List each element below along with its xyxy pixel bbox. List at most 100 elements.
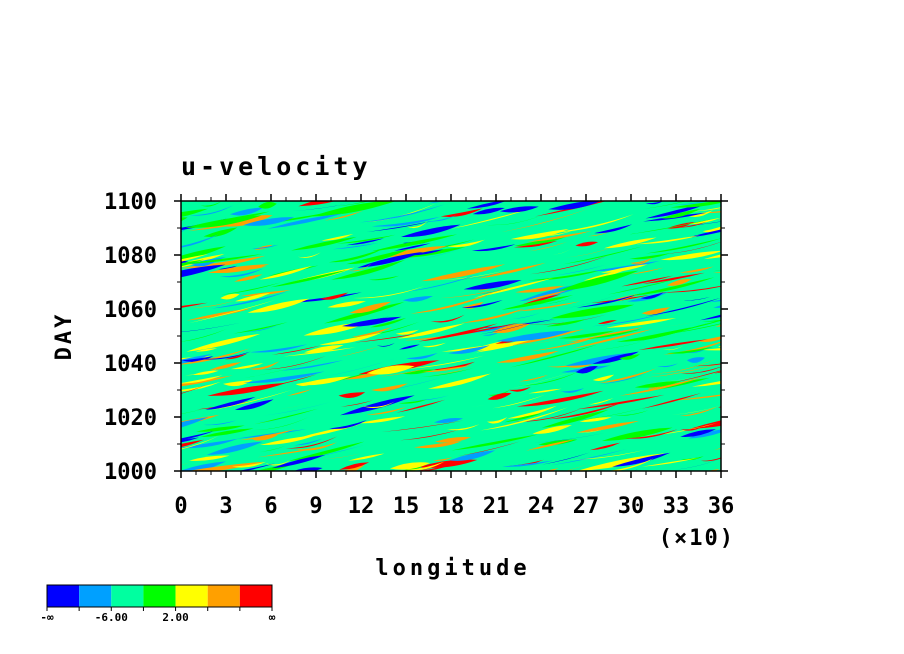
contour-band xyxy=(448,345,491,354)
contour-band xyxy=(691,381,721,387)
x-tick-label: 27 xyxy=(573,494,600,519)
contour-band xyxy=(181,375,223,384)
contour-band xyxy=(597,319,617,324)
contour-band xyxy=(568,192,599,200)
contour-band xyxy=(337,201,370,207)
x-axis-multiplier: (×10) xyxy=(659,526,735,551)
contour-band xyxy=(207,264,269,274)
contour-band xyxy=(260,435,316,446)
contour-band xyxy=(203,420,237,426)
contour-band xyxy=(644,201,688,209)
contour-band xyxy=(502,460,553,467)
contour-band xyxy=(601,427,673,441)
contour-band xyxy=(426,215,457,222)
contour-band xyxy=(352,286,425,299)
contour-band xyxy=(713,448,721,450)
contour-band xyxy=(186,333,261,352)
contour-band xyxy=(243,371,325,384)
contour-band xyxy=(586,329,641,339)
x-tick-label: 3 xyxy=(219,494,232,519)
colorbar-label: -6.00 xyxy=(95,611,128,624)
contour-band xyxy=(402,369,435,375)
contour-band xyxy=(371,216,441,227)
colorbar-swatch xyxy=(239,585,272,607)
contour-band xyxy=(510,228,569,240)
contour-band xyxy=(407,461,445,471)
contour-band xyxy=(329,420,367,429)
contour-band xyxy=(660,250,721,261)
x-axis-label: longitude xyxy=(375,556,530,581)
contour-band xyxy=(291,474,316,477)
contour-band xyxy=(368,275,400,281)
contour-band xyxy=(495,330,573,342)
contour-band xyxy=(687,429,721,439)
y-axis-label: DAY xyxy=(52,312,77,361)
contour-band xyxy=(686,357,705,363)
contour-band xyxy=(349,301,392,314)
colorbar-swatch xyxy=(207,585,240,607)
contour-band xyxy=(434,322,520,340)
contour-band xyxy=(366,365,415,375)
contour-band xyxy=(629,253,671,260)
contour-band xyxy=(271,454,326,469)
contour-band xyxy=(718,345,721,348)
contour-band xyxy=(181,234,219,248)
contour-band xyxy=(733,329,770,338)
x-tick-label: 24 xyxy=(528,494,555,519)
y-tick-label: 1020 xyxy=(104,406,157,431)
x-tick-label: 33 xyxy=(663,494,690,519)
contour-band xyxy=(359,416,406,424)
contour-band xyxy=(181,217,188,222)
contour-band xyxy=(295,380,317,386)
contour-band xyxy=(181,417,209,428)
contour-band xyxy=(492,323,530,334)
contour-band xyxy=(240,290,291,297)
contour-band xyxy=(680,456,704,461)
contour-band xyxy=(589,442,621,451)
contour-band xyxy=(666,279,692,286)
contour-band xyxy=(181,407,208,415)
contour-band xyxy=(376,342,395,347)
contour-band xyxy=(319,332,383,345)
contour-band xyxy=(528,388,562,394)
contour-band xyxy=(181,395,182,397)
contour-band xyxy=(541,409,609,428)
contour-band xyxy=(640,292,664,299)
colorbar-frame xyxy=(46,584,273,608)
contour-band xyxy=(576,421,639,433)
contour-band xyxy=(714,371,721,374)
contour-band xyxy=(234,274,263,282)
contour-band xyxy=(254,408,318,425)
contour-band xyxy=(181,253,209,262)
contour-band xyxy=(703,472,767,488)
contour-band xyxy=(504,413,543,423)
contour-band xyxy=(473,277,554,298)
contour-band xyxy=(526,439,575,451)
contour-band xyxy=(642,272,705,284)
contour-band xyxy=(189,205,234,216)
contour-band xyxy=(688,210,713,217)
contour-band xyxy=(181,384,209,394)
contour-band xyxy=(181,381,221,392)
contour-band xyxy=(430,314,465,323)
contour-band xyxy=(394,243,431,251)
contour-band xyxy=(181,461,192,466)
x-tick-label: 15 xyxy=(393,494,420,519)
contour-band xyxy=(235,292,271,302)
contour-band xyxy=(434,436,471,443)
contour-band xyxy=(546,319,587,327)
contour-band xyxy=(614,410,649,416)
contour-band xyxy=(630,258,653,265)
contour-band xyxy=(199,428,254,438)
contour-band xyxy=(621,275,674,287)
contour-band xyxy=(685,229,721,238)
contour-band xyxy=(181,438,238,449)
contour-band xyxy=(220,293,240,300)
contour-band xyxy=(346,263,372,272)
contour-band xyxy=(243,217,295,226)
contour-band xyxy=(181,439,204,448)
contour-band xyxy=(323,302,405,324)
contour-band xyxy=(662,345,684,351)
contour-band xyxy=(252,434,278,441)
